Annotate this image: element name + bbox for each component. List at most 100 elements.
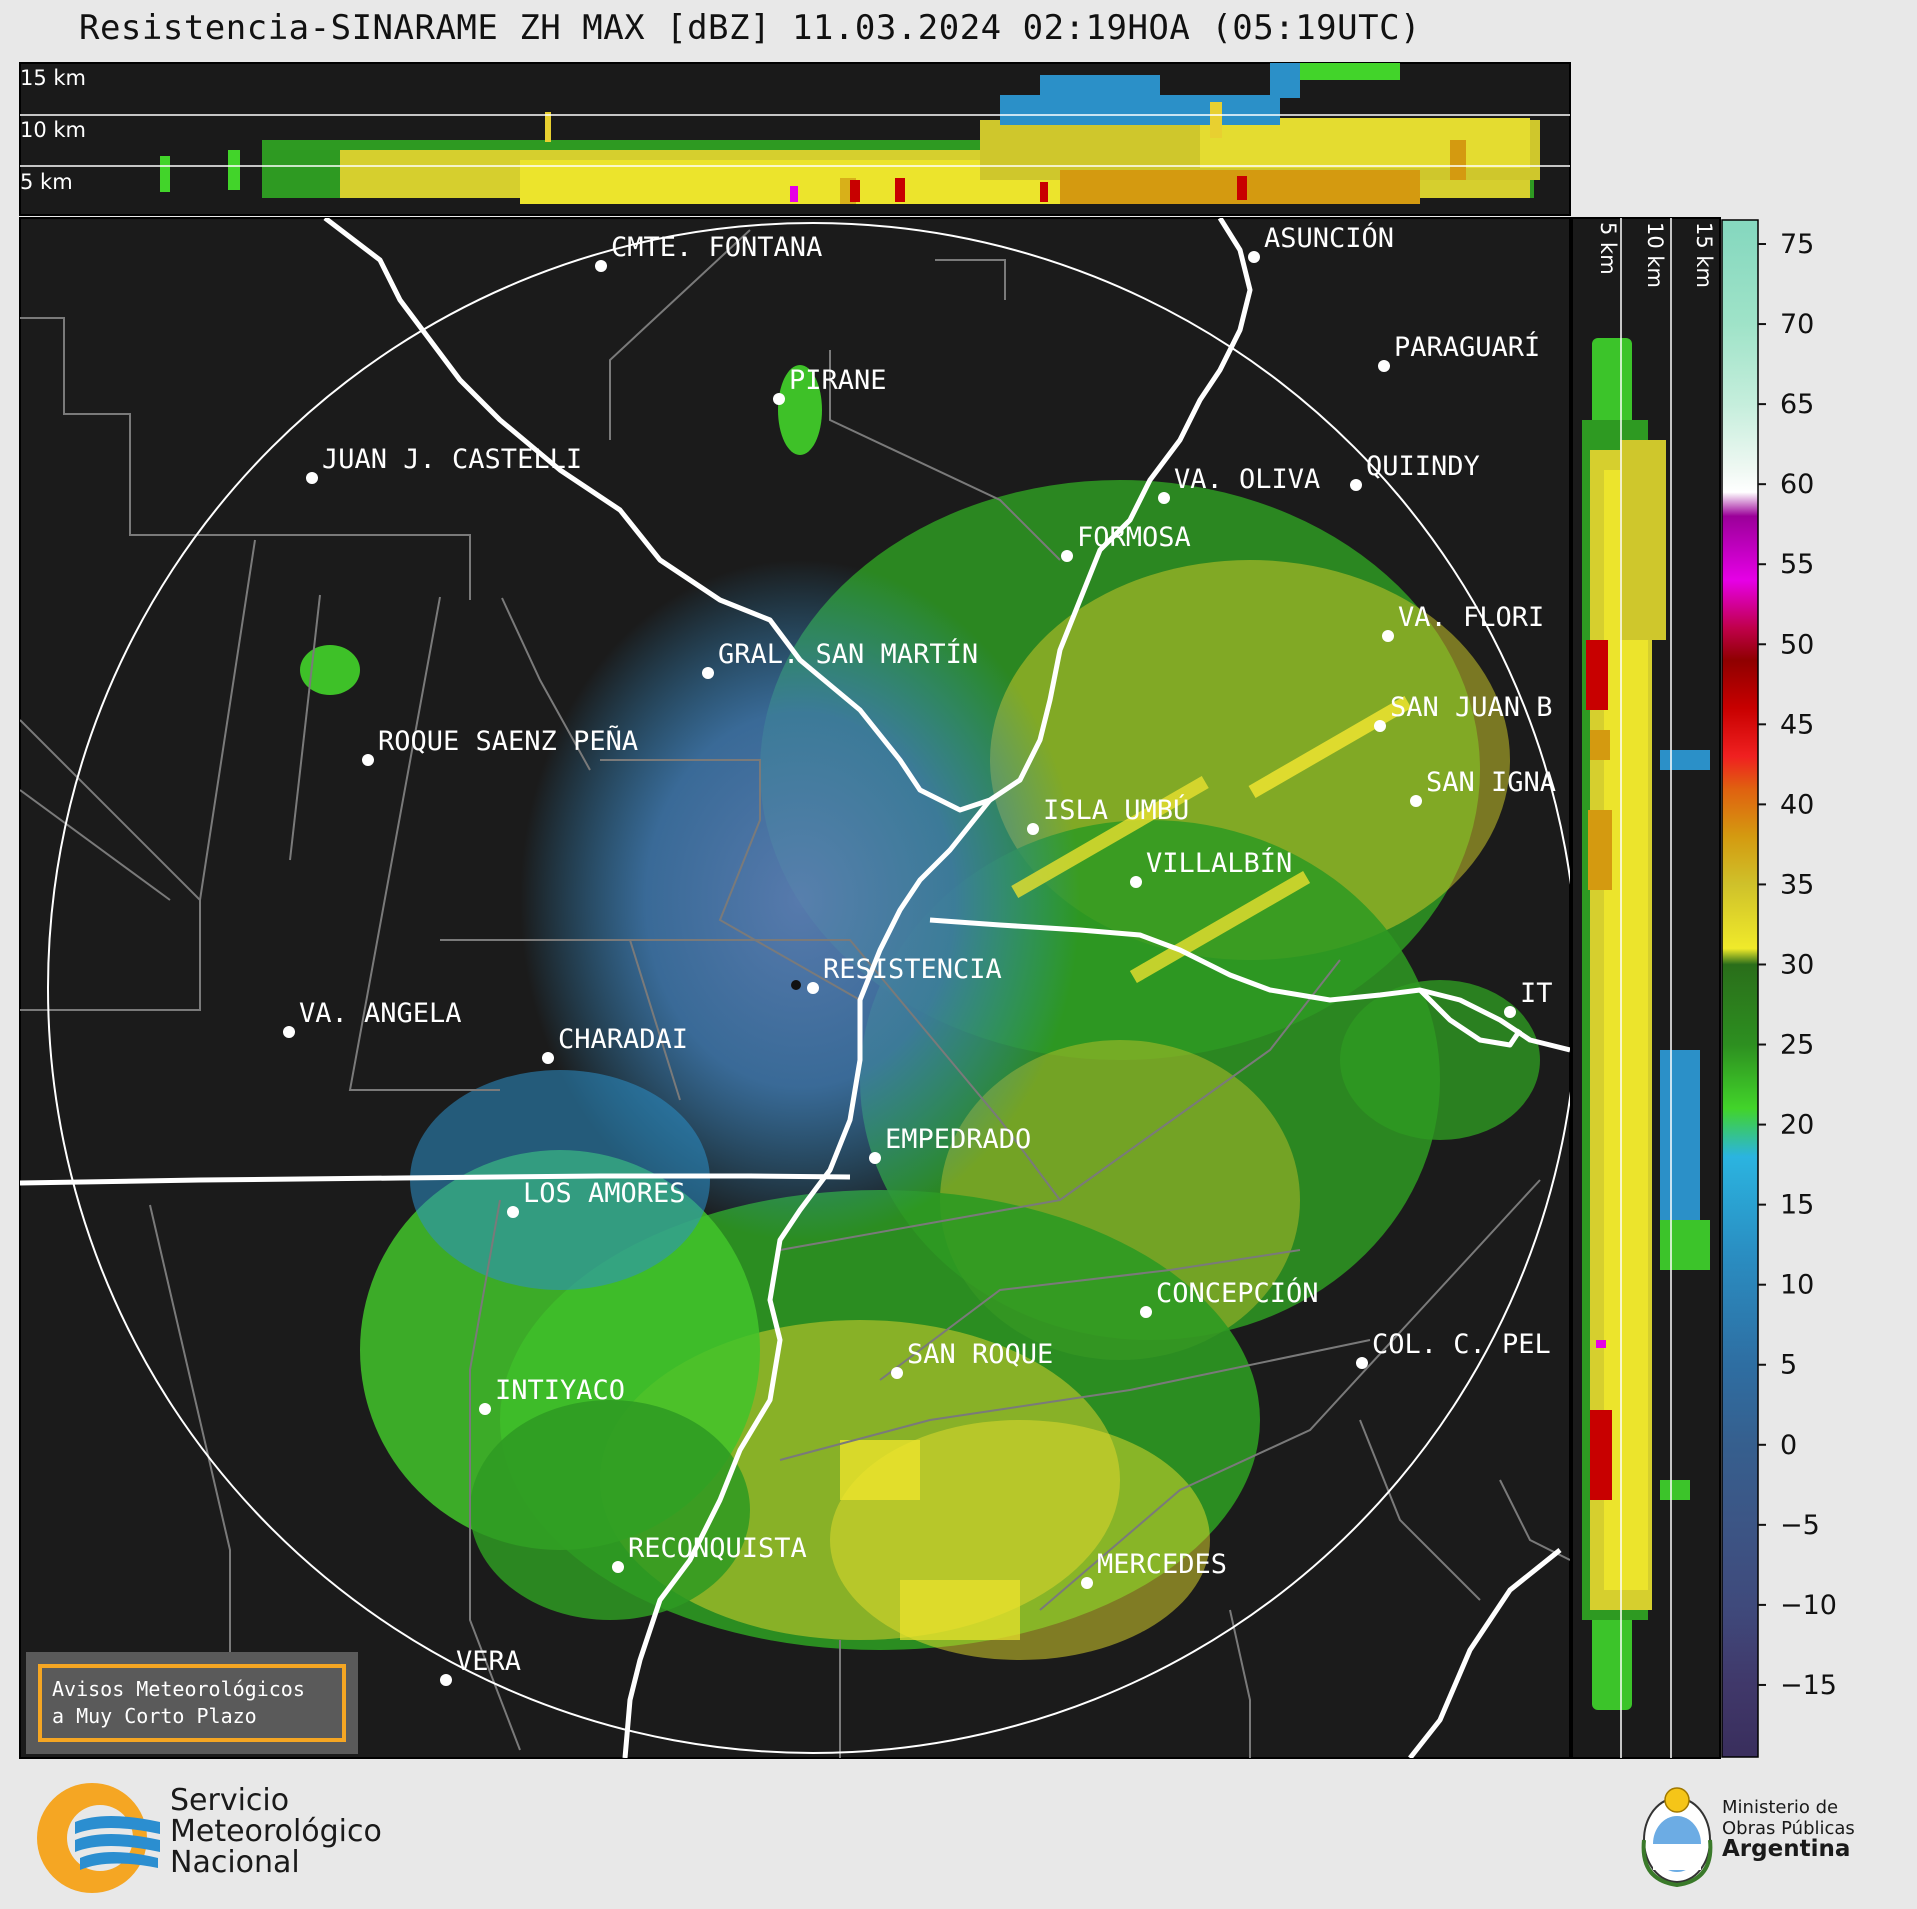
city-label: RECONQUISTA (628, 1533, 807, 1564)
side-height-label-15km: 15 km (1692, 222, 1716, 288)
city-label: JUAN J. CASTELLI (322, 444, 582, 475)
city-marker (1410, 795, 1422, 807)
city-marker (306, 472, 318, 484)
ministry-line-2: Obras Públicas (1722, 1818, 1855, 1839)
city-marker (1140, 1306, 1152, 1318)
city-label: ASUNCIÓN (1264, 222, 1394, 254)
city-label: VA. OLIVA (1174, 464, 1320, 495)
map-title: Resistencia-SINARAME ZH MAX [dBZ] 11.03.… (78, 8, 1422, 48)
colorbar-tick-label: 25 (1780, 1030, 1814, 1061)
ministry-line-3: Argentina (1722, 1836, 1851, 1862)
colorbar-tick-label: 0 (1780, 1430, 1797, 1461)
city-label: PIRANE (789, 365, 887, 396)
city-label: FORMOSA (1077, 522, 1191, 553)
city-label: VILLALBÍN (1146, 847, 1292, 879)
city-label: GRAL. SAN MARTÍN (718, 638, 978, 670)
city-markers: CMTE. FONTANA ASUNCIÓN PARAGUARÍ PIRANE JUAN… (283, 222, 1556, 1686)
colorbar-tick-label: 65 (1780, 389, 1814, 420)
city-marker (1350, 479, 1362, 491)
main-map-panel: CMTE. FONTANA ASUNCIÓN PARAGUARÍ PIRANE JUAN… (19, 217, 1571, 1759)
top-profile-panel: 15 km 10 km 5 km (19, 62, 1571, 216)
colorbar-tick-label: 60 (1780, 469, 1814, 500)
city-marker (1356, 1357, 1368, 1369)
city-marker (1248, 251, 1260, 263)
city-label: RESISTENCIA (823, 954, 1002, 985)
radar-site-marker (791, 980, 801, 990)
city-label: CONCEPCIÓN (1156, 1277, 1319, 1309)
top-height-label-15km: 15 km (20, 66, 86, 90)
city-marker (283, 1026, 295, 1038)
smn-line-2: Meteorológico (170, 1814, 382, 1849)
city-label: QUIINDY (1366, 451, 1480, 482)
city-label: COL. C. PEL (1372, 1329, 1551, 1360)
city-marker (1081, 1577, 1093, 1589)
colorbar-tick-label: 30 (1780, 949, 1814, 980)
city-label: SAN JUAN B (1390, 692, 1553, 723)
colorbar-tick-label: 75 (1780, 229, 1814, 260)
city-marker (773, 393, 785, 405)
side-height-label-10km: 10 km (1643, 222, 1667, 288)
colorbar-tick-label: 35 (1780, 869, 1814, 900)
colorbar-tick-label: 40 (1780, 789, 1814, 820)
city-label: SAN IGNA (1426, 767, 1556, 798)
city-label: MERCEDES (1097, 1549, 1227, 1580)
city-marker (869, 1152, 881, 1164)
city-marker (1027, 823, 1039, 835)
notice-line-2: a Muy Corto Plazo (52, 1704, 257, 1728)
ministry-name: Ministerio de Obras Públicas Argentina (1722, 1797, 1855, 1862)
city-marker (507, 1206, 519, 1218)
colorbar-tick-label: 70 (1780, 309, 1814, 340)
city-marker (542, 1052, 554, 1064)
city-marker (702, 667, 714, 679)
city-marker (1378, 360, 1390, 372)
city-marker (479, 1403, 491, 1415)
department-borders (20, 229, 1570, 1758)
city-label: ROQUE SAENZ PEÑA (378, 725, 638, 757)
colorbar-tick-label: 15 (1780, 1190, 1814, 1221)
smn-line-3: Nacional (170, 1845, 300, 1880)
city-label: PARAGUARÍ (1394, 331, 1540, 363)
city-marker (1061, 550, 1073, 562)
city-marker (1158, 492, 1170, 504)
city-marker (1130, 876, 1142, 888)
colorbar-tick-label: 45 (1780, 709, 1814, 740)
side-profile-echoes (1582, 338, 1710, 1710)
colorbar-tick-label: 50 (1780, 629, 1814, 660)
side-height-label-5km: 5 km (1596, 222, 1620, 275)
city-marker (1382, 630, 1394, 642)
city-marker (807, 982, 819, 994)
city-label: CHARADAI (558, 1024, 688, 1055)
top-profile-echoes (160, 63, 1540, 204)
notice-line-1: Avisos Meteorológicos (52, 1677, 305, 1701)
argentina-seal-icon (1641, 1787, 1713, 1888)
city-marker (612, 1561, 624, 1573)
colorbar-tick-label: 5 (1780, 1350, 1797, 1381)
reflectivity-echoes (300, 365, 1540, 1660)
smn-name: Servicio Meteorológico Nacional (170, 1785, 382, 1878)
notice-box: Avisos Meteorológicos a Muy Corto Plazo (26, 1652, 358, 1754)
city-label: SAN ROQUE (907, 1339, 1053, 1370)
city-marker (1374, 720, 1386, 732)
city-label: ISLA UMBÚ (1043, 794, 1189, 826)
colorbar-tick-label: −10 (1780, 1590, 1837, 1621)
city-label: EMPEDRADO (885, 1124, 1031, 1155)
top-height-label-10km: 10 km (20, 118, 86, 142)
city-marker (440, 1674, 452, 1686)
city-marker (362, 754, 374, 766)
smn-line-1: Servicio (170, 1783, 290, 1818)
city-marker (595, 260, 607, 272)
ministry-line-1: Ministerio de (1722, 1797, 1839, 1818)
smn-logo (37, 1783, 160, 1893)
city-label: LOS AMORES (523, 1178, 686, 1209)
city-label: INTIYACO (495, 1375, 625, 1406)
city-label: VA. ANGELA (299, 998, 462, 1029)
border-rivers (20, 218, 1570, 1758)
city-marker (1504, 1006, 1516, 1018)
colorbar-tick-label: 10 (1780, 1270, 1814, 1301)
city-label: VERA (456, 1646, 521, 1677)
city-marker (891, 1367, 903, 1379)
city-label: CMTE. FONTANA (611, 232, 822, 263)
